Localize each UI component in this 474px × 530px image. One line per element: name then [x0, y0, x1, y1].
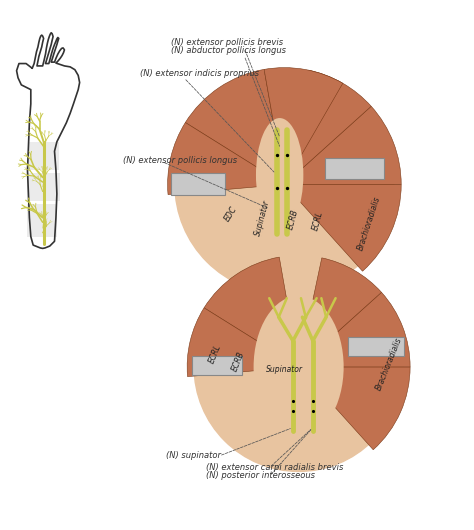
Text: EDC: EDC	[223, 205, 239, 223]
Wedge shape	[284, 107, 401, 184]
Circle shape	[194, 262, 403, 471]
Text: ECRB: ECRB	[286, 208, 300, 231]
Bar	[325, 158, 384, 179]
Bar	[192, 356, 242, 375]
Wedge shape	[168, 122, 284, 195]
Text: (N) extensor carpi radialis brevis: (N) extensor carpi radialis brevis	[206, 463, 344, 472]
Bar	[28, 142, 59, 170]
Wedge shape	[204, 257, 299, 367]
Text: ECRL: ECRL	[208, 343, 224, 365]
Text: (N) extensor pollicis longus: (N) extensor pollicis longus	[123, 156, 237, 165]
Text: (N) abductor pollicis longus: (N) abductor pollicis longus	[171, 46, 286, 55]
Text: Brachioradialis: Brachioradialis	[356, 196, 382, 252]
Text: Brachioradialis: Brachioradialis	[374, 335, 403, 392]
Wedge shape	[264, 68, 343, 184]
Ellipse shape	[256, 118, 303, 232]
Text: (N) extensor indicis proprius: (N) extensor indicis proprius	[140, 68, 259, 77]
Wedge shape	[187, 308, 299, 377]
Text: (N) supinator: (N) supinator	[166, 451, 221, 460]
Bar	[27, 173, 60, 201]
Circle shape	[175, 75, 394, 294]
Bar	[27, 205, 57, 236]
Bar	[171, 173, 225, 195]
Wedge shape	[185, 69, 284, 184]
Wedge shape	[299, 367, 410, 450]
Bar	[348, 337, 404, 357]
Text: ECRB: ECRB	[230, 350, 246, 373]
Ellipse shape	[254, 296, 344, 438]
Text: (N) extensor pollicis brevis: (N) extensor pollicis brevis	[171, 38, 283, 47]
Text: ECRL: ECRL	[310, 210, 325, 232]
Text: Supinator: Supinator	[266, 365, 303, 374]
Text: (N) posterior interosseous: (N) posterior interosseous	[206, 471, 315, 480]
Wedge shape	[284, 70, 371, 184]
Wedge shape	[299, 258, 382, 367]
Text: Supinator: Supinator	[253, 199, 271, 236]
Wedge shape	[299, 293, 410, 367]
Wedge shape	[284, 184, 401, 271]
